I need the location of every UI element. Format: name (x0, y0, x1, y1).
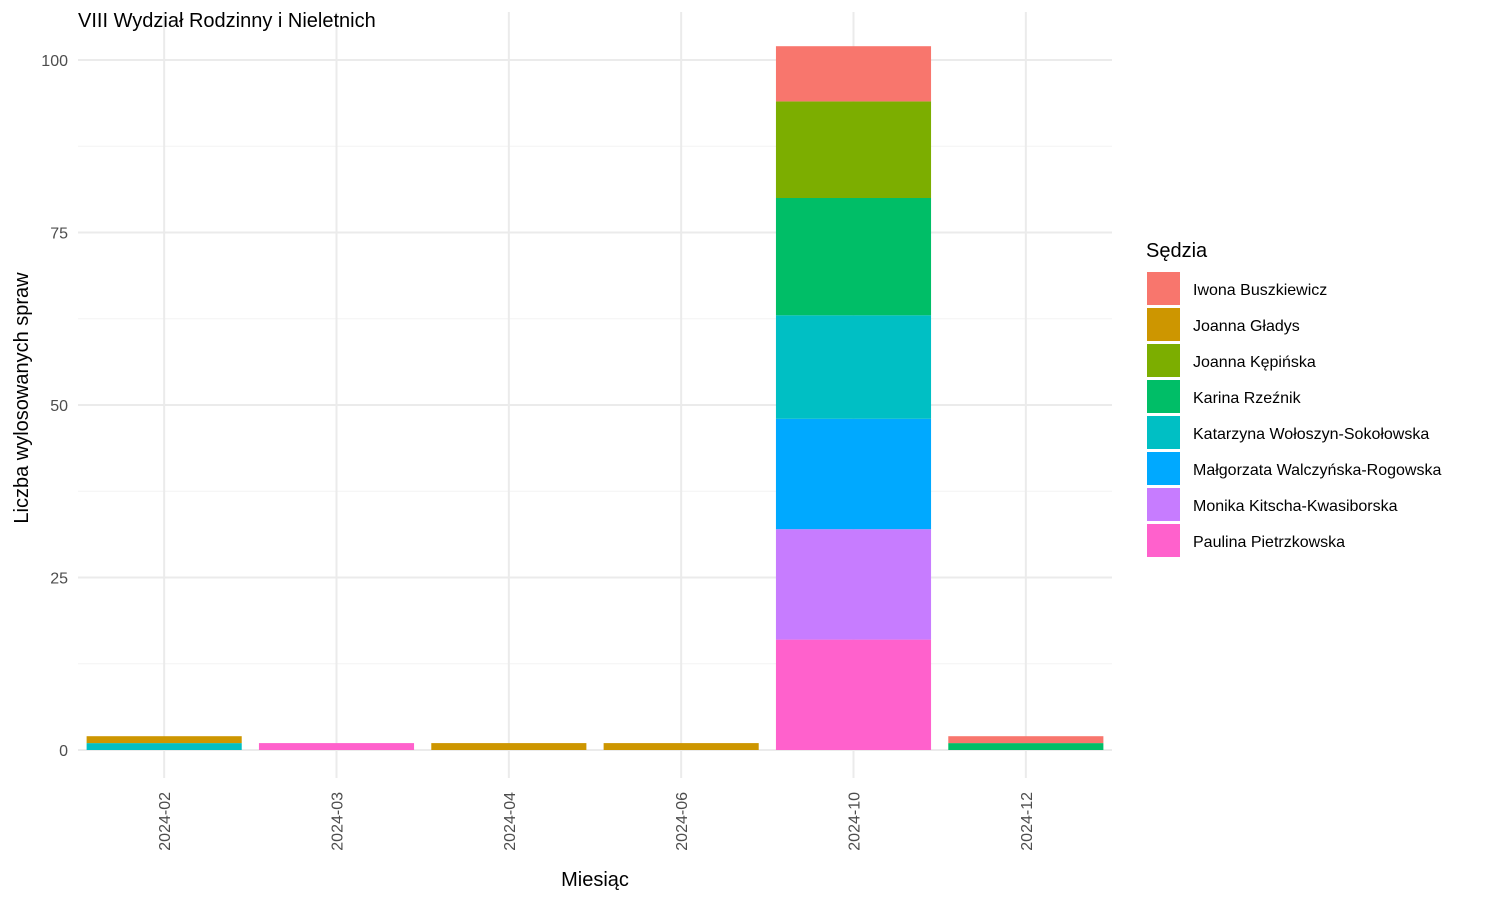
y-tick-label: 100 (41, 53, 68, 70)
legend-swatch (1147, 344, 1180, 377)
bar-segment (431, 743, 587, 750)
bar-segment (948, 736, 1104, 744)
legend-label: Karina Rzeźnik (1193, 390, 1302, 407)
legend: Sędzia Iwona Buszkiewicz Joanna Gładys Joa… (1146, 240, 1441, 557)
legend-swatch (1147, 380, 1180, 413)
gridlines (78, 12, 1112, 778)
chart-title: VIII Wydział Rodzinny i Nieletnich (78, 10, 376, 32)
x-tick-label: 2024-04 (502, 792, 519, 851)
legend-label: Iwona Buszkiewicz (1193, 282, 1327, 299)
y-tick-label: 0 (59, 743, 68, 760)
legend-label: Joanna Kępińska (1193, 354, 1316, 371)
bar-segment (86, 743, 242, 750)
legend-label: Joanna Gładys (1193, 318, 1300, 335)
x-tick-label: 2024-10 (847, 792, 864, 851)
y-tick-label: 25 (50, 571, 68, 588)
legend-swatch (1147, 524, 1180, 557)
axes: 0 25 50 75 100 2024-02 2024-03 2024-04 2024-06 20… (41, 53, 1036, 851)
x-tick-label: 2024-12 (1019, 792, 1036, 851)
bar-segment (775, 639, 932, 750)
x-axis-title: Miesiąc (561, 869, 629, 891)
legend-swatch (1147, 452, 1180, 485)
legend-title: Sędzia (1146, 240, 1208, 262)
bar-segment (775, 101, 932, 198)
x-tick-label: 2024-02 (157, 792, 174, 851)
x-tick-label: 2024-03 (330, 792, 347, 851)
bar-segment (775, 315, 932, 419)
legend-label: Katarzyna Wołoszyn-Sokołowska (1193, 426, 1429, 443)
y-axis-title: Liczba wylosowanych spraw (11, 272, 33, 524)
bar-segment (603, 743, 759, 750)
legend-swatch (1147, 308, 1180, 341)
bar-segment (775, 46, 932, 102)
legend-label: Paulina Pietrzkowska (1193, 534, 1345, 551)
legend-swatch (1147, 416, 1180, 449)
bars (86, 46, 1104, 750)
bar-segment (86, 736, 242, 744)
bar-segment (948, 743, 1104, 750)
bar-segment (775, 418, 932, 530)
legend-label: Małgorzata Walczyńska-Rogowska (1193, 462, 1441, 479)
legend-items: Iwona Buszkiewicz Joanna Gładys Joanna Kęp… (1147, 272, 1441, 557)
y-tick-label: 75 (50, 226, 68, 243)
legend-swatch (1147, 272, 1180, 305)
x-tick-label: 2024-06 (674, 792, 691, 851)
bar-segment (775, 198, 932, 316)
y-tick-label: 50 (50, 398, 68, 415)
legend-swatch (1147, 488, 1180, 521)
bar-segment (775, 529, 932, 640)
legend-label: Monika Kitscha-Kwasiborska (1193, 498, 1398, 515)
bar-segment (258, 743, 415, 750)
